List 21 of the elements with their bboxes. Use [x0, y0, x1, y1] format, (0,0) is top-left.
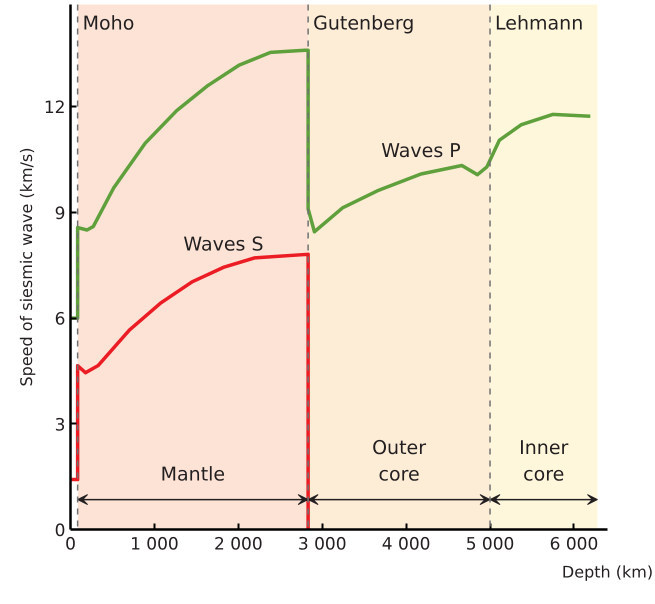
- y-tick-label: 6: [54, 310, 66, 330]
- series-label: Waves S: [183, 233, 264, 256]
- x-axis-title: Depth (km): [562, 562, 654, 582]
- band-label: Inner core: [519, 437, 569, 486]
- y-tick-label: 3: [54, 415, 66, 436]
- y-tick-label: 0: [54, 521, 66, 541]
- x-tick-label: 2 000: [214, 534, 263, 554]
- ref-line-label: Lehmann: [495, 12, 584, 34]
- ref-line-label: Gutenberg: [313, 12, 414, 34]
- y-tick-label: 12: [44, 98, 66, 118]
- y-tick-label: 9: [54, 204, 66, 224]
- x-tick-label: 5 000: [466, 534, 514, 554]
- band-label: Outer core: [372, 437, 426, 486]
- x-tick-label: 6 000: [550, 534, 598, 554]
- x-tick-label: 4 000: [382, 534, 430, 554]
- x-tick-label: 3 000: [298, 534, 347, 554]
- series-label: Waves P: [381, 140, 461, 162]
- x-tick-label: 1 000: [130, 534, 179, 554]
- band-label: Mantle: [160, 464, 226, 486]
- ref-line-label: Moho: [82, 12, 134, 34]
- y-axis-title: Speed of siesmic wave (km/s): [16, 148, 36, 386]
